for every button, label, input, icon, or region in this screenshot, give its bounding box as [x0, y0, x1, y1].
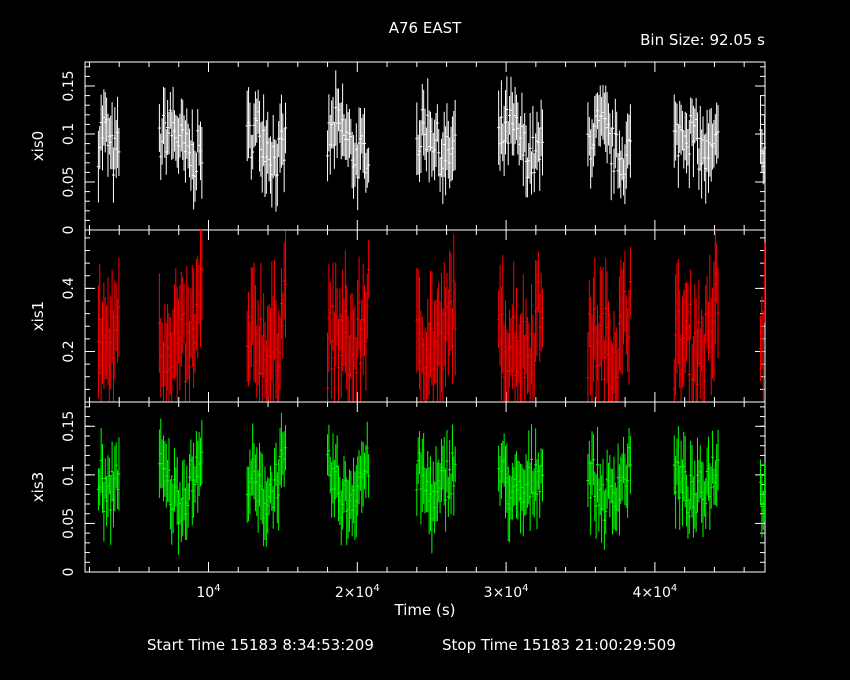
chart-title: A76 EAST: [389, 19, 462, 37]
bin-size-label: Bin Size: 92.05 s: [640, 31, 765, 49]
x-tick-label: 2×104: [335, 583, 380, 601]
y-tick-label-xis3: 0.15: [61, 411, 77, 442]
x-axis: 104 2×104 3×104 4×104: [196, 583, 677, 601]
series-xis1: [96, 230, 767, 402]
series-xis3: [96, 412, 767, 555]
panel-xis1: 0.2 0.4 xis1: [29, 229, 767, 403]
x-axis-label: Time (s): [394, 601, 456, 619]
y-tick-label-xis1: 0.4: [61, 277, 77, 299]
panels-group: 0 0.05 0.1 0.15 xis0 0.2 0.4 xis1 0 0.05 0.1 0.15 xi…: [29, 61, 767, 577]
y-axis-label-xis0: xis0: [29, 131, 47, 161]
series-xis0: [96, 70, 767, 212]
y-tick-label-xis3: 0.05: [61, 508, 77, 539]
y-tick-label-xis0: 0: [61, 226, 77, 235]
x-tick-label: 4×104: [632, 583, 677, 601]
y-axis-label-xis1: xis1: [29, 301, 47, 331]
y-tick-label-xis3: 0: [61, 568, 77, 577]
stop-time: Stop Time 15183 21:00:29:509: [442, 636, 676, 654]
y-tick-label-xis0: 0.15: [61, 70, 77, 101]
panel-xis3: 0 0.05 0.1 0.15 xis3: [29, 401, 767, 577]
y-tick-label-xis0: 0.1: [61, 123, 77, 145]
x-tick-label: 104: [196, 583, 220, 601]
panel-xis0: 0 0.05 0.1 0.15 xis0: [29, 61, 767, 235]
x-tick-label: 3×104: [484, 583, 529, 601]
y-tick-label-xis1: 0.2: [61, 340, 77, 362]
y-tick-label-xis0: 0.05: [61, 166, 77, 197]
y-tick-label-xis3: 0.1: [61, 464, 77, 486]
y-axis-label-xis3: xis3: [29, 472, 47, 502]
start-time: Start Time 15183 8:34:53:209: [147, 636, 374, 654]
